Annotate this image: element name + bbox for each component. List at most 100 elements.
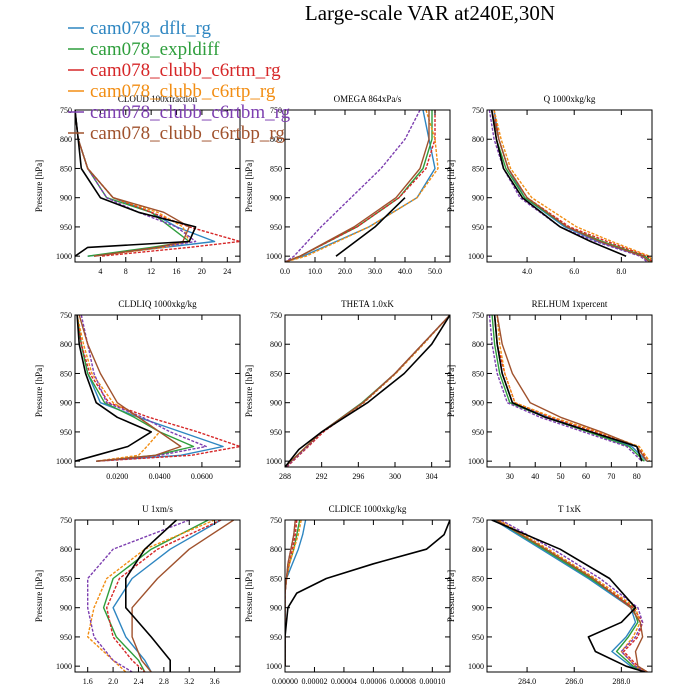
series-line [75, 315, 152, 462]
series-line [80, 315, 207, 462]
chart-panel: T 1xK Pressure [hPa] 750 800 850 900 950 1000 28… [446, 504, 653, 686]
y-tick-label: 900 [472, 399, 484, 408]
y-tick-label: 950 [472, 428, 484, 437]
chart-panel: CLDICE 1000xkg/kg Pressure [hPa] 750 800 850… [244, 504, 451, 686]
y-tick-label: 950 [270, 633, 282, 642]
panel-title: CLDICE 1000xkg/kg [329, 504, 407, 514]
x-tick-label: 0.00000 [272, 677, 298, 686]
y-tick-label: 800 [60, 135, 72, 144]
x-tick-label: 304 [426, 472, 438, 481]
y-axis-label: Pressure [hPa] [34, 570, 44, 622]
panel-title: T 1xK [558, 504, 582, 514]
panel-title: CLDLIQ 1000xkg/kg [118, 299, 197, 309]
x-tick-label: 3.6 [210, 677, 220, 686]
series-line [285, 520, 296, 667]
x-tick-label: 0.00006 [360, 677, 386, 686]
y-tick-label: 950 [60, 633, 72, 642]
y-axis-label: Pressure [hPa] [244, 570, 254, 622]
x-tick-label: 8.0 [616, 267, 626, 276]
series-line [500, 520, 646, 672]
series-line [76, 315, 240, 462]
series-line [496, 315, 648, 462]
y-tick-label: 900 [270, 399, 282, 408]
y-tick-label: 850 [472, 574, 484, 583]
series-line [285, 110, 430, 262]
legend: cam078_dflt_rgcam078_expldiffcam078_club… [68, 18, 291, 144]
y-tick-label: 750 [60, 106, 72, 115]
y-tick-label: 800 [472, 545, 484, 554]
y-tick-label: 950 [270, 428, 282, 437]
y-tick-label: 750 [472, 516, 484, 525]
x-tick-label: 0.00002 [301, 677, 327, 686]
series-line [78, 315, 182, 462]
x-tick-label: 2.4 [133, 677, 143, 686]
series-line [76, 315, 195, 462]
series-line [488, 110, 648, 262]
series-line [286, 315, 450, 467]
y-tick-label: 850 [60, 164, 72, 173]
y-tick-label: 900 [270, 194, 282, 203]
x-tick-label: 70 [607, 472, 615, 481]
y-tick-label: 950 [60, 223, 72, 232]
series-line [285, 520, 302, 667]
x-tick-label: 30.0 [368, 267, 382, 276]
y-tick-label: 850 [60, 369, 72, 378]
plot-frame [284, 519, 451, 673]
x-tick-label: 16 [173, 267, 181, 276]
y-tick-label: 850 [270, 164, 282, 173]
x-tick-label: 286.0 [565, 677, 583, 686]
y-tick-label: 750 [270, 106, 282, 115]
x-tick-label: 0.00010 [419, 677, 445, 686]
y-tick-label: 850 [472, 369, 484, 378]
x-tick-label: 20 [198, 267, 206, 276]
legend-label: cam078_expldiff [90, 39, 220, 60]
plot-frame [74, 109, 241, 263]
y-tick-label: 850 [472, 164, 484, 173]
x-tick-label: 60 [582, 472, 590, 481]
series-line [106, 520, 222, 672]
plot-frame [74, 314, 241, 468]
x-tick-label: 288 [279, 472, 291, 481]
series-line [493, 315, 651, 462]
series-line [285, 110, 439, 262]
plot-frame [486, 314, 653, 468]
y-tick-label: 800 [270, 135, 282, 144]
x-tick-label: 0.00004 [331, 677, 357, 686]
panel-title: RELHUM 1xpercent [532, 299, 608, 309]
x-tick-label: 24 [223, 267, 231, 276]
x-tick-label: 300 [389, 472, 401, 481]
series-line [112, 520, 222, 672]
x-tick-label: 4 [98, 267, 102, 276]
series-line [102, 520, 209, 672]
y-tick-label: 950 [270, 223, 282, 232]
y-tick-label: 750 [270, 516, 282, 525]
x-tick-label: 292 [316, 472, 328, 481]
panel-title: U 1xm/s [142, 504, 173, 514]
y-tick-label: 900 [472, 194, 484, 203]
series-line [76, 315, 161, 462]
x-tick-label: 12 [147, 267, 155, 276]
x-tick-label: 80 [633, 472, 641, 481]
legend-label: cam078_clubb_c6rtp_rg [90, 81, 276, 102]
series-line [75, 110, 197, 257]
series-line [285, 110, 436, 262]
x-tick-label: 0.00008 [390, 677, 416, 686]
y-tick-label: 950 [472, 633, 484, 642]
panel-title: THETA 1.0xK [341, 299, 394, 309]
y-tick-label: 900 [60, 604, 72, 613]
y-tick-label: 1000 [266, 252, 282, 261]
series-line [490, 110, 627, 257]
y-tick-label: 950 [60, 428, 72, 437]
y-tick-label: 750 [60, 311, 72, 320]
y-tick-label: 1000 [56, 457, 72, 466]
y-tick-label: 850 [60, 574, 72, 583]
x-tick-label: 40.0 [398, 267, 412, 276]
y-tick-label: 750 [270, 311, 282, 320]
y-tick-label: 800 [472, 340, 484, 349]
series-line [87, 520, 215, 672]
y-tick-label: 1000 [56, 252, 72, 261]
y-tick-label: 1000 [56, 662, 72, 671]
series-line [75, 110, 240, 257]
plot-frame [486, 109, 653, 263]
